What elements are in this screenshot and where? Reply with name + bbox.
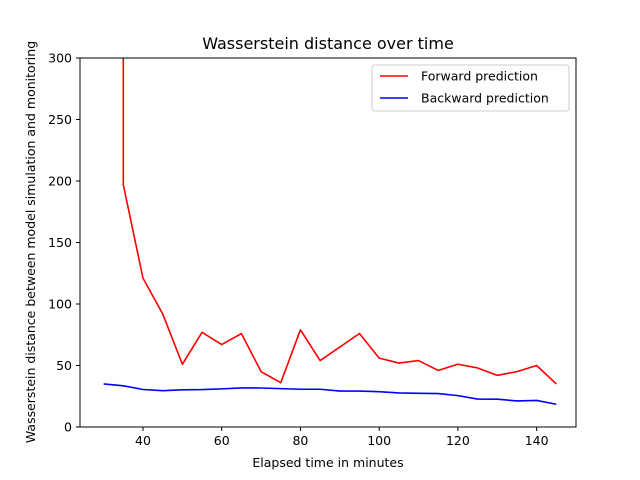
legend-label-backward-prediction: Backward prediction (421, 91, 549, 106)
series-line-backward-prediction (103, 383, 557, 406)
x-tick-label: 80 (292, 433, 308, 448)
y-tick-label: 150 (48, 235, 72, 250)
legend-box (371, 64, 570, 112)
y-tick-label: 300 (48, 51, 72, 66)
x-tick-label: 60 (214, 433, 230, 448)
y-axis-ticks: 0 50 100 150 200 250 300 (48, 51, 80, 435)
y-tick-label: 200 (48, 174, 72, 189)
x-tick-label: 140 (525, 433, 549, 448)
y-tick-label: 50 (56, 358, 72, 373)
x-axis-ticks: 40 60 80 100 120 140 (135, 427, 549, 448)
y-tick-label: 100 (48, 297, 72, 312)
series-line-forward-prediction (122, 58, 557, 385)
legend-label-forward-prediction: Forward prediction (421, 69, 538, 84)
x-axis-label: Elapsed time in minutes (252, 455, 403, 470)
x-tick-label: 120 (446, 433, 470, 448)
y-tick-label: 0 (64, 420, 72, 435)
plot-lines (103, 58, 557, 406)
y-axis-label: Wasserstein distance between model simul… (23, 41, 38, 443)
chart-title: Wasserstein distance over time (202, 34, 454, 53)
x-tick-label: 40 (135, 433, 151, 448)
legend: Forward prediction Backward prediction (371, 64, 570, 112)
y-tick-label: 250 (48, 112, 72, 127)
x-tick-label: 100 (367, 433, 391, 448)
